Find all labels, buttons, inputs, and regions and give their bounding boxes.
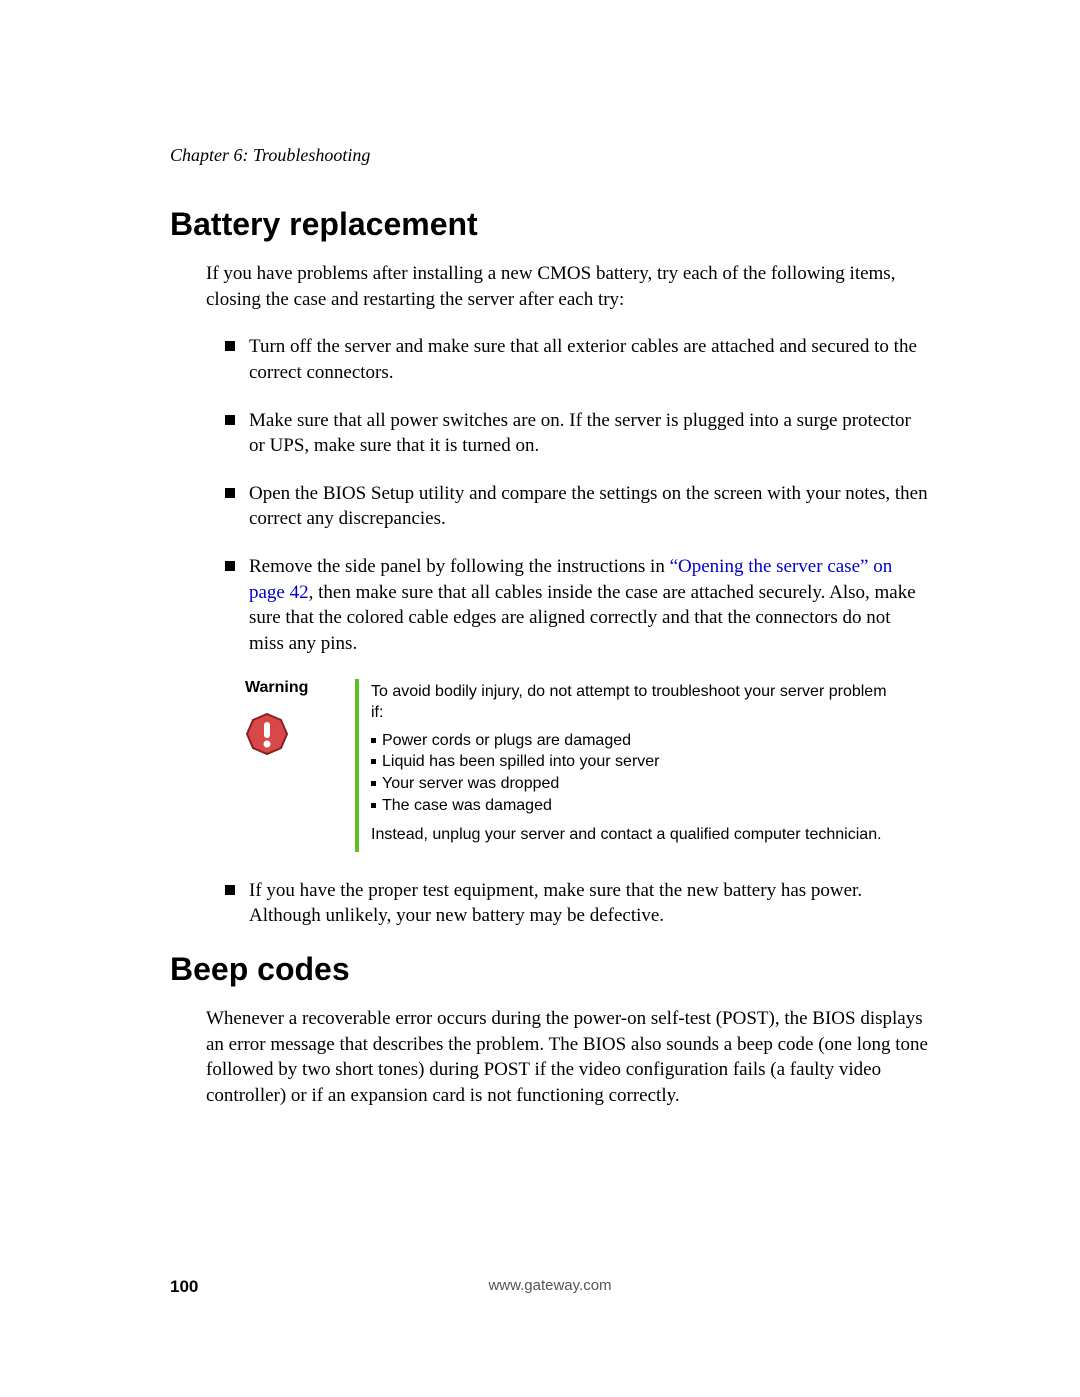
bullet-text: Turn off the server and make sure that a… bbox=[249, 334, 930, 385]
list-item: The case was damaged bbox=[371, 795, 890, 817]
list-item: Your server was dropped bbox=[371, 773, 890, 795]
bullet-text: If you have the proper test equipment, m… bbox=[249, 878, 930, 929]
sublist-text: Liquid has been spilled into your server bbox=[382, 751, 660, 773]
list-item: Open the BIOS Setup utility and compare … bbox=[225, 481, 930, 532]
warning-outro-text: Instead, unplug your server and contact … bbox=[371, 824, 890, 846]
warning-intro-text: To avoid bodily injury, do not attempt t… bbox=[371, 681, 890, 724]
list-item: Make sure that all power switches are on… bbox=[225, 408, 930, 459]
bullet-icon bbox=[225, 885, 235, 895]
warning-callout: Warning To avoid bodily injury, do not a… bbox=[245, 679, 890, 852]
bullet-icon bbox=[371, 738, 376, 743]
bullet-list-continued: If you have the proper test equipment, m… bbox=[225, 878, 930, 929]
warning-content: To avoid bodily injury, do not attempt t… bbox=[371, 679, 890, 852]
bullet-icon bbox=[225, 341, 235, 351]
bullet-icon bbox=[371, 803, 376, 808]
text-run: Remove the side panel by following the i… bbox=[249, 556, 670, 577]
bullet-list: Turn off the server and make sure that a… bbox=[225, 334, 930, 656]
bullet-icon bbox=[225, 488, 235, 498]
section-heading-beep: Beep codes bbox=[170, 951, 930, 988]
warning-left-column: Warning bbox=[245, 679, 355, 852]
section-heading-battery: Battery replacement bbox=[170, 206, 930, 243]
bullet-text: Make sure that all power switches are on… bbox=[249, 408, 930, 459]
sublist-text: Your server was dropped bbox=[382, 773, 559, 795]
footer-url: www.gateway.com bbox=[488, 1277, 611, 1294]
warning-icon bbox=[245, 712, 289, 756]
sublist-text: Power cords or plugs are damaged bbox=[382, 730, 631, 752]
bullet-text: Remove the side panel by following the i… bbox=[249, 554, 930, 657]
list-item: Power cords or plugs are damaged bbox=[371, 730, 890, 752]
section-body: Whenever a recoverable error occurs duri… bbox=[206, 1006, 930, 1109]
page-number: 100 bbox=[170, 1277, 198, 1297]
list-item: Turn off the server and make sure that a… bbox=[225, 334, 930, 385]
section-intro: If you have problems after installing a … bbox=[206, 261, 930, 312]
bullet-icon bbox=[225, 415, 235, 425]
warning-label: Warning bbox=[245, 679, 345, 697]
warning-divider bbox=[355, 679, 359, 852]
chapter-header: Chapter 6: Troubleshooting bbox=[170, 145, 930, 166]
warning-sublist: Power cords or plugs are damaged Liquid … bbox=[371, 730, 890, 816]
bullet-text: Open the BIOS Setup utility and compare … bbox=[249, 481, 930, 532]
list-item: Liquid has been spilled into your server bbox=[371, 751, 890, 773]
page-footer: 100 www.gateway.com bbox=[170, 1277, 930, 1297]
document-page: Chapter 6: Troubleshooting Battery repla… bbox=[0, 0, 1080, 1109]
list-item: Remove the side panel by following the i… bbox=[225, 554, 930, 657]
list-item: If you have the proper test equipment, m… bbox=[225, 878, 930, 929]
bullet-icon bbox=[225, 561, 235, 571]
bullet-icon bbox=[371, 781, 376, 786]
sublist-text: The case was damaged bbox=[382, 795, 552, 817]
text-run: , then make sure that all cables inside … bbox=[249, 582, 916, 654]
bullet-icon bbox=[371, 759, 376, 764]
